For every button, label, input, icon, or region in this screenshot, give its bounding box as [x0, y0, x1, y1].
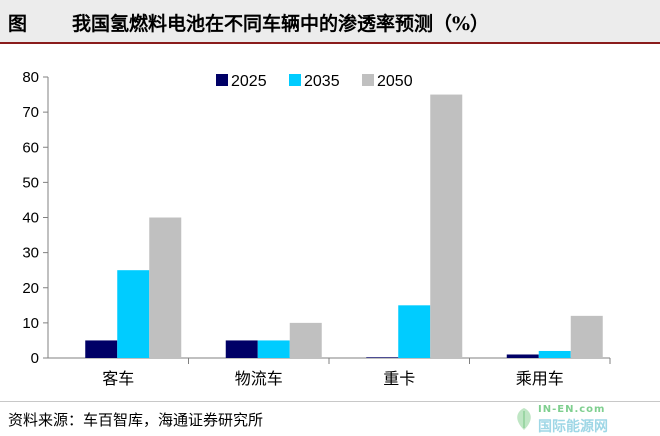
- legend-label: 2035: [304, 73, 340, 90]
- y-tick-label: 10: [22, 315, 39, 332]
- y-tick-label: 80: [22, 69, 39, 86]
- y-tick-label: 60: [22, 139, 39, 156]
- y-tick-label: 30: [22, 245, 39, 262]
- x-category-label: 乘用车: [516, 369, 564, 388]
- bar-2050: [289, 322, 322, 358]
- y-tick-label: 20: [22, 280, 39, 297]
- figure-label: 图: [8, 13, 28, 35]
- bar-2025: [225, 340, 258, 358]
- source-note: 资料来源：车百智库，海通证券研究所: [8, 411, 264, 429]
- y-tick-label: 70: [22, 104, 39, 121]
- x-category-label: 重卡: [383, 369, 415, 388]
- bar-2050: [430, 94, 463, 358]
- bar-chart: 0 10 20 30 40 50 60 70 80 客车 物流车 重卡 乘用车 2025 2035 2050: [22, 69, 611, 388]
- bar-2035: [117, 270, 150, 358]
- watermark-domain: IN-EN.com: [538, 404, 606, 415]
- bar-2035: [398, 305, 431, 358]
- legend-label: 2025: [231, 73, 267, 90]
- watermark-logo: IN-EN.com 国际能源网: [512, 404, 652, 435]
- legend-swatch-2035: [289, 74, 301, 86]
- bar-2050: [149, 217, 182, 358]
- bar-2050: [570, 315, 603, 358]
- bar-2025: [506, 354, 539, 358]
- footer-divider: [0, 401, 660, 402]
- bar-2025: [366, 357, 399, 358]
- y-tick-label: 50: [22, 174, 39, 191]
- chart-title: 我国氢燃料电池在不同车辆中的渗透率预测（%）: [72, 13, 490, 35]
- y-tick-label: 0: [31, 350, 39, 367]
- legend-swatch-2050: [362, 74, 374, 86]
- x-category-label: 物流车: [235, 369, 283, 388]
- legend-swatch-2025: [216, 74, 228, 86]
- leaf-icon: [517, 408, 531, 430]
- title-bar: 图 我国氢燃料电池在不同车辆中的渗透率预测（%）: [0, 0, 660, 44]
- x-category-label: 客车: [102, 369, 134, 388]
- y-tick-label: 40: [22, 210, 39, 227]
- bar-2035: [257, 340, 290, 358]
- bar-2025: [85, 340, 118, 358]
- watermark-name: 国际能源网: [538, 419, 608, 435]
- bar-2035: [538, 350, 571, 358]
- legend-label: 2050: [377, 73, 413, 90]
